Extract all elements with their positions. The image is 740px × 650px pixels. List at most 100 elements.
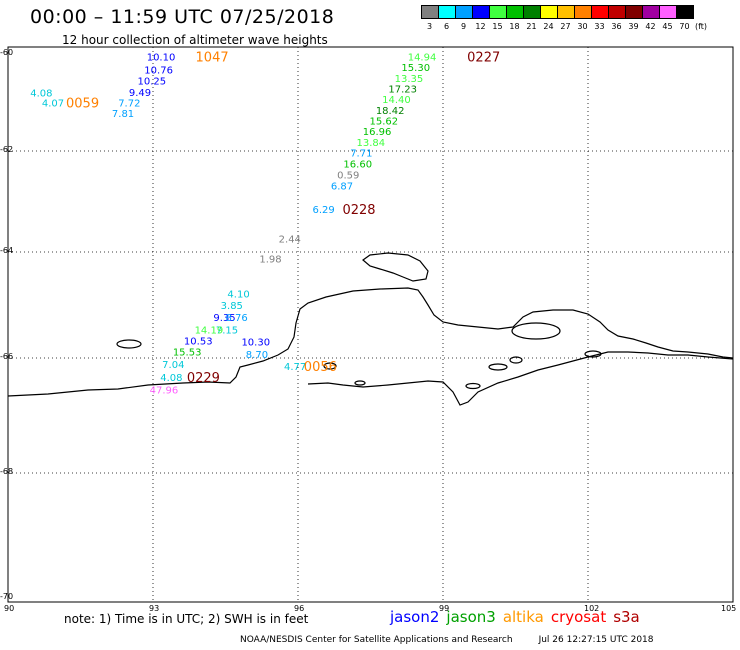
legend-swatch-42 <box>642 5 660 19</box>
legend-label-21: 21 <box>526 22 537 31</box>
island-east <box>511 322 561 340</box>
wave-height-label: 0.59 <box>337 171 359 182</box>
wave-height-label: 10.53 <box>184 337 213 348</box>
wave-height-labels: 10.1010.7610.259.497.727.814.084.0714.94… <box>30 52 436 396</box>
legend-label-39: 39 <box>628 22 639 31</box>
color-legend: 3 6 9 12 15 18 21 24 27 30 33 36 39 42 45 70 (ft) <box>421 5 707 31</box>
legend-swatch-30 <box>574 5 592 19</box>
lat-tick-label--62: -62 <box>0 145 14 154</box>
wave-height-label: 10.76 <box>144 66 173 77</box>
wave-height-label: 9.49 <box>129 88 151 99</box>
satellite-legend: jason2 jason3 altika cryosat s3a <box>390 608 647 626</box>
legend-swatch-70 <box>676 5 694 19</box>
wave-height-label: 1.98 <box>259 254 281 265</box>
wave-height-label: 10.10 <box>147 52 176 63</box>
satellite-cryosat: cryosat <box>550 608 607 626</box>
lat-tick-label--70: -70 <box>0 592 14 601</box>
wave-height-label: 4.77 <box>284 362 306 373</box>
wave-height-label: 7.04 <box>162 360 184 371</box>
legend-label-6: 6 <box>443 22 450 31</box>
pass-time-label: 0229 <box>187 371 220 386</box>
legend-swatch-21 <box>523 5 541 19</box>
legend-swatch-36 <box>608 5 626 19</box>
island-tiny-a <box>323 362 337 370</box>
pass-time-label: 0228 <box>342 203 375 218</box>
wave-height-label: 6.87 <box>331 181 353 192</box>
pass-time-labels: 1047 0059 0227 0228 0229 0056 <box>66 50 500 386</box>
satellite-altika: altika <box>502 608 544 626</box>
legend-swatch-9 <box>455 5 473 19</box>
coastline-main <box>7 287 734 397</box>
wave-height-label: 7.81 <box>112 109 134 120</box>
wave-height-label: 4.07 <box>42 99 64 110</box>
wave-height-label: 8.76 <box>226 313 248 324</box>
legend-label-33: 33 <box>594 22 605 31</box>
page-title: 00:00 – 11:59 UTC 07/25/2018 <box>30 6 335 28</box>
lat-tick-label--66: -66 <box>0 352 14 361</box>
wave-height-label: 4.08 <box>30 88 52 99</box>
legend-swatch-15 <box>489 5 507 19</box>
legend-labels: 3 6 9 12 15 18 21 24 27 30 33 36 39 42 45 70 (ft) <box>421 22 707 31</box>
island-tiny-b <box>488 363 508 371</box>
lon-tick-label-90: 90 <box>4 604 15 613</box>
legend-label-9: 9 <box>460 22 467 31</box>
wave-height-label: 3.85 <box>221 301 243 312</box>
credit-source: NOAA/NESDIS Center for Satellite Applica… <box>240 635 513 645</box>
satellite-jason2: jason2 <box>390 608 440 626</box>
satellite-s3a: s3a <box>613 608 640 626</box>
wave-height-label: 8.70 <box>246 350 268 361</box>
wave-height-label: 7.72 <box>118 99 140 110</box>
wave-height-label: 14.19 <box>195 325 224 336</box>
island-tiny-west <box>116 339 142 349</box>
pass-time-label: 0056 <box>304 360 337 375</box>
lat-tick-label--68: -68 <box>0 467 14 476</box>
legend-label-3: 3 <box>426 22 433 31</box>
footer-note: note: 1) Time is in UTC; 2) SWH is in fe… <box>64 612 309 626</box>
wave-height-label: 6.29 <box>313 205 335 216</box>
coastline-east <box>307 351 734 406</box>
wave-height-label: 14.40 <box>382 95 411 106</box>
wave-height-label: 13.35 <box>395 74 424 85</box>
legend-swatch-33 <box>591 5 609 19</box>
map-grid <box>8 47 733 602</box>
legend-swatch-27 <box>557 5 575 19</box>
pass-time-label: 0227 <box>467 50 500 65</box>
wave-height-map: 10.1010.7610.259.497.727.814.084.0714.94… <box>7 46 734 603</box>
wave-height-label: 10.30 <box>241 338 270 349</box>
wave-height-label: 2.44 <box>279 234 301 245</box>
island-tiny-e <box>465 382 481 390</box>
legend-swatches <box>421 5 707 19</box>
legend-unit: (ft) <box>695 22 708 31</box>
lat-tick-label--60: -60 <box>0 48 14 57</box>
page-subtitle: 12 hour collection of altimeter wave hei… <box>62 33 328 47</box>
wave-height-label: 17.23 <box>388 84 417 95</box>
lat-tick-label--64: -64 <box>0 246 14 255</box>
legend-swatch-18 <box>506 5 524 19</box>
wave-height-label: 7.71 <box>350 149 372 160</box>
lon-tick-label-105: 105 <box>721 604 737 613</box>
wave-height-label: 15.53 <box>173 348 202 359</box>
legend-label-18: 18 <box>509 22 520 31</box>
island-tiny-d <box>354 380 366 386</box>
legend-label-12: 12 <box>475 22 486 31</box>
satellite-jason3: jason3 <box>446 608 496 626</box>
legend-swatch-12 <box>472 5 490 19</box>
pass-time-label: 0059 <box>66 97 99 112</box>
wave-height-label: 15.62 <box>370 116 399 127</box>
antarctic-coastline <box>7 252 734 406</box>
legend-swatch-24 <box>540 5 558 19</box>
credit-timestamp: Jul 26 12:27:15 UTC 2018 <box>538 635 654 645</box>
wave-height-label: 16.60 <box>343 160 372 171</box>
wave-height-label: 4.10 <box>227 289 249 300</box>
wave-height-label: 7.15 <box>216 325 238 336</box>
legend-label-15: 15 <box>492 22 503 31</box>
legend-swatch-6 <box>438 5 456 19</box>
legend-label-30: 30 <box>577 22 588 31</box>
legend-swatch-45 <box>659 5 677 19</box>
legend-label-27: 27 <box>560 22 571 31</box>
wave-height-label: 9.35 <box>213 313 235 324</box>
legend-label-36: 36 <box>611 22 622 31</box>
wave-height-label: 4.08 <box>160 373 182 384</box>
pass-time-label: 1047 <box>196 50 229 65</box>
wave-height-label: 16.96 <box>363 127 392 138</box>
